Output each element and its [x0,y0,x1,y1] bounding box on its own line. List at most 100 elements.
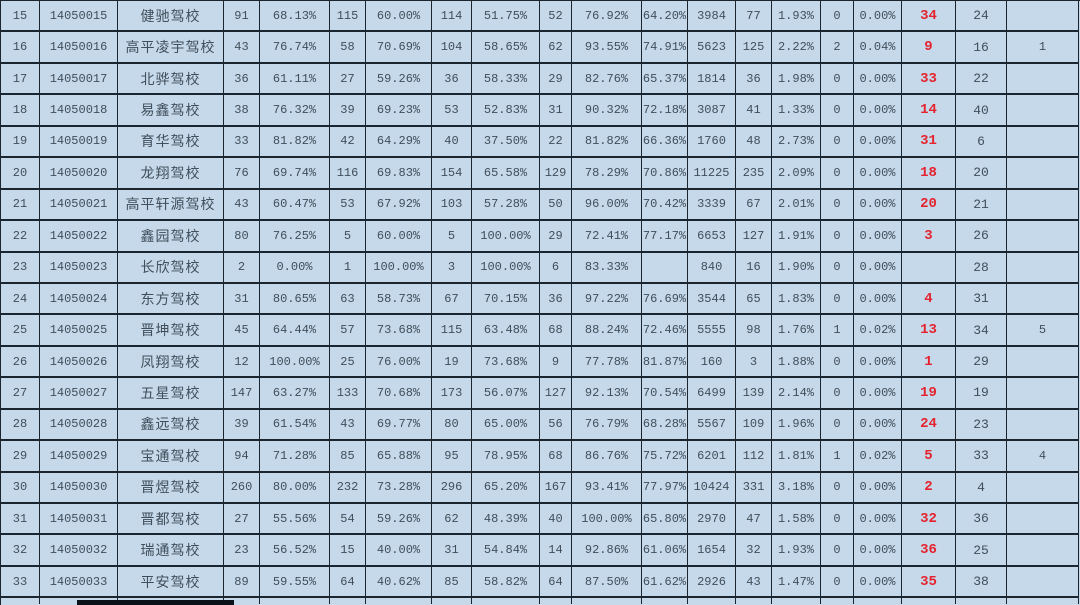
cell-rate-1[interactable]: 71.28% [260,441,330,473]
cell-rate-2[interactable]: 65.88% [366,441,432,473]
cell-rate-5[interactable]: 1.93% [772,535,821,567]
cell-rate-4[interactable]: 93.41% [572,472,642,504]
cell-count-6[interactable]: 0 [821,535,854,567]
cell-count-2[interactable] [330,598,366,605]
cell-count-4[interactable]: 129 [540,158,572,190]
cell-rate-6[interactable]: 0.00% [854,126,902,159]
cell-note[interactable] [1007,126,1079,159]
cell-school-id[interactable]: 14050015 [40,1,118,33]
cell-rank-secondary[interactable]: 26 [956,221,1007,253]
cell-count-4[interactable]: 40 [540,504,572,536]
cell-count-5[interactable]: 36 [736,63,772,96]
cell-rank-secondary[interactable]: 29 [956,346,1007,379]
cell-rate-2[interactable]: 59.26% [366,63,432,96]
cell-total[interactable]: 5623 [688,32,736,64]
cell-note[interactable] [1007,63,1079,96]
cell-count-4[interactable]: 29 [540,221,572,253]
cell-school-id[interactable]: 14050019 [40,126,118,159]
cell-count-5[interactable]: 109 [736,409,772,442]
cell-school-id[interactable]: 14050026 [40,346,118,379]
cell-school-name[interactable]: 龙翔驾校 [118,158,224,190]
cell-rate-6[interactable]: 0.00% [854,378,902,410]
cell-count-6[interactable]: 0 [821,221,854,253]
cell-seq[interactable]: 32 [1,535,40,567]
cell-count-3[interactable]: 40 [432,126,472,159]
cell-note[interactable] [1007,535,1079,567]
cell-note[interactable] [1007,158,1079,190]
cell-rate-6[interactable]: 0.00% [854,346,902,379]
cell-count-1[interactable] [224,598,260,605]
cell-rate-1[interactable]: 61.11% [260,63,330,96]
cell-note[interactable]: 4 [1007,441,1079,473]
cell-rate-3[interactable]: 51.75% [472,1,540,33]
cell-rate-1[interactable]: 76.32% [260,95,330,127]
cell-count-6[interactable]: 0 [821,252,854,284]
cell-rate-1[interactable]: 76.74% [260,32,330,64]
cell-count-3[interactable]: 80 [432,409,472,442]
cell-rate-2[interactable]: 76.00% [366,346,432,379]
cell-count-3[interactable]: 154 [432,158,472,190]
cell-rate-6[interactable]: 0.00% [854,63,902,96]
cell-rate-1[interactable]: 64.44% [260,315,330,347]
cell-seq[interactable]: 23 [1,252,40,284]
cell-count-6[interactable]: 0 [821,378,854,410]
cell-seq[interactable]: 30 [1,472,40,504]
cell-school-name[interactable]: 健驰驾校 [118,1,224,33]
cell-rate-6[interactable]: 0.00% [854,252,902,284]
cell-count-4[interactable]: 167 [540,472,572,504]
cell-rank-red[interactable]: 36 [902,535,956,567]
cell-total[interactable]: 5555 [688,315,736,347]
cell-rate-5[interactable]: 2.01% [772,189,821,222]
cell-count-4[interactable]: 9 [540,346,572,379]
cell-count-6[interactable]: 0 [821,126,854,159]
cell-rank-secondary[interactable] [956,598,1007,605]
cell-rank-red[interactable]: 24 [902,409,956,442]
cell-rate-4[interactable]: 81.82% [572,126,642,159]
cell-count-5[interactable]: 41 [736,95,772,127]
cell-note[interactable] [1007,252,1079,284]
cell-rate-5[interactable]: 1.47% [772,566,821,599]
cell-rate-4[interactable]: 86.76% [572,441,642,473]
cell-overall-rate[interactable]: 66.36% [642,126,688,159]
cell-seq[interactable]: 18 [1,95,40,127]
cell-rate-6[interactable] [854,598,902,605]
cell-rate-1[interactable]: 59.55% [260,566,330,599]
cell-rate-5[interactable]: 1.76% [772,315,821,347]
cell-count-3[interactable]: 296 [432,472,472,504]
cell-count-2[interactable]: 25 [330,346,366,379]
cell-total[interactable]: 3087 [688,95,736,127]
cell-note[interactable] [1007,189,1079,222]
cell-rate-2[interactable]: 60.00% [366,221,432,253]
cell-count-2[interactable]: 53 [330,189,366,222]
cell-rate-4[interactable]: 77.78% [572,346,642,379]
cell-count-1[interactable]: 43 [224,189,260,222]
cell-rate-1[interactable]: 68.13% [260,1,330,33]
cell-seq[interactable]: 20 [1,158,40,190]
cell-rate-3[interactable]: 65.58% [472,158,540,190]
cell-count-2[interactable]: 5 [330,221,366,253]
cell-count-2[interactable]: 42 [330,126,366,159]
cell-seq[interactable]: 17 [1,63,40,96]
cell-count-2[interactable]: 57 [330,315,366,347]
cell-rate-5[interactable]: 2.14% [772,378,821,410]
cell-rate-5[interactable]: 1.88% [772,346,821,379]
cell-rate-1[interactable]: 76.25% [260,221,330,253]
cell-school-name[interactable]: 鑫远驾校 [118,409,224,442]
cell-rank-secondary[interactable]: 33 [956,441,1007,473]
cell-count-5[interactable]: 235 [736,158,772,190]
cell-count-4[interactable]: 127 [540,378,572,410]
cell-count-2[interactable]: 54 [330,504,366,536]
cell-rate-6[interactable]: 0.00% [854,221,902,253]
cell-school-name[interactable]: 晋煜驾校 [118,472,224,504]
cell-rate-5[interactable]: 1.91% [772,221,821,253]
cell-count-5[interactable]: 67 [736,189,772,222]
cell-count-4[interactable]: 6 [540,252,572,284]
cell-overall-rate[interactable]: 61.62% [642,566,688,599]
cell-rate-1[interactable]: 80.65% [260,283,330,316]
cell-total[interactable]: 6201 [688,441,736,473]
cell-count-5[interactable]: 65 [736,283,772,316]
cell-count-2[interactable]: 64 [330,566,366,599]
cell-count-5[interactable]: 125 [736,32,772,64]
cell-count-1[interactable]: 33 [224,126,260,159]
cell-overall-rate[interactable]: 72.46% [642,315,688,347]
